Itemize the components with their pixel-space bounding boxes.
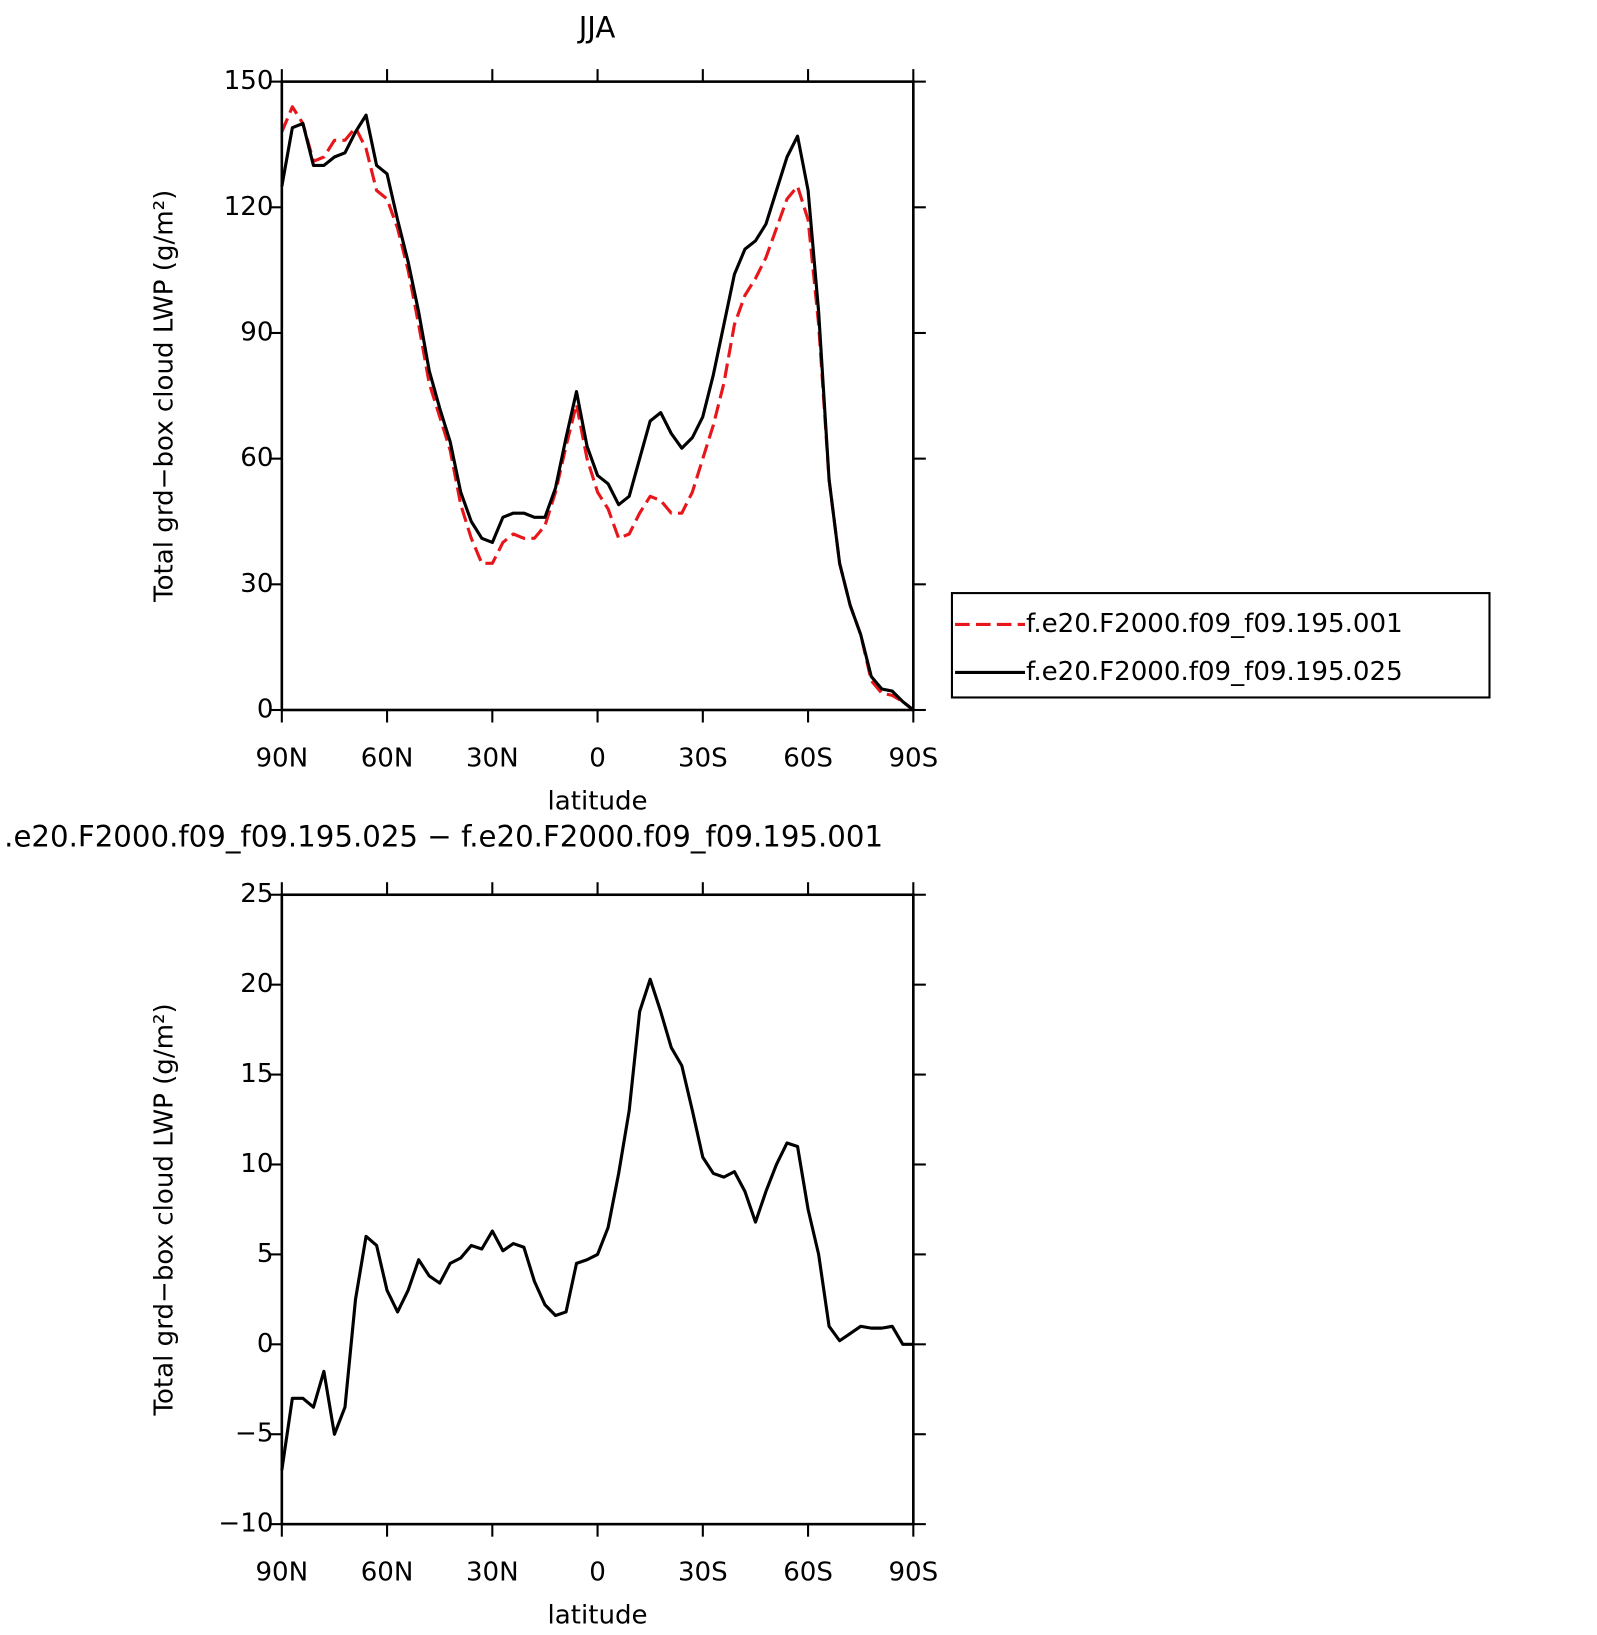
y-tick-label: 30: [240, 569, 273, 599]
chart-title: JJA: [577, 10, 616, 44]
y-axis-label: Total grd−box cloud LWP (g/m²): [149, 190, 179, 603]
x-tick-label: 30S: [678, 744, 728, 774]
x-tick-label: 30N: [466, 1558, 519, 1588]
y-tick-label: 0: [257, 694, 274, 724]
data-line: [280, 977, 914, 1471]
x-tick-label: 60S: [783, 744, 833, 774]
x-tick-label: 60S: [783, 1558, 833, 1588]
y-tick-label: 5: [257, 1239, 274, 1269]
y-tick-label: 60: [240, 443, 273, 473]
y-axis-label: Total grd−box cloud LWP (g/m²): [149, 1003, 179, 1416]
legend-label: f.e20.F2000.f09_f09.195.025: [1026, 657, 1403, 687]
y-tick-label: 0: [257, 1329, 274, 1359]
x-tick-label: 0: [589, 1558, 606, 1588]
y-tick-label: 120: [224, 192, 274, 222]
x-tick-label: 60N: [361, 744, 414, 774]
x-tick-label: 30N: [466, 744, 519, 774]
x-tick-label: 90S: [888, 1558, 938, 1588]
y-tick-label: 20: [240, 969, 273, 999]
x-tick-label: 0: [589, 744, 606, 774]
x-axis-label: latitude: [548, 1601, 648, 1631]
y-tick-label: 10: [240, 1149, 273, 1179]
legend-label: f.e20.F2000.f09_f09.195.001: [1026, 609, 1403, 639]
x-axis-label: latitude: [548, 786, 648, 816]
y-tick-label: −5: [235, 1419, 273, 1449]
y-tick-label: 150: [224, 66, 274, 96]
x-tick-label: 60N: [361, 1558, 414, 1588]
data-line: [280, 113, 915, 712]
y-tick-label: 15: [240, 1059, 273, 1089]
x-tick-label: 90S: [888, 744, 938, 774]
y-tick-label: −10: [218, 1509, 273, 1539]
x-tick-label: 30S: [678, 1558, 728, 1588]
y-tick-label: 25: [240, 879, 273, 909]
chart-title: .e20.F2000.f09_f09.195.025 − f.e20.F2000…: [4, 819, 883, 853]
y-tick-label: 90: [240, 317, 273, 347]
plot-frame: [280, 80, 915, 712]
data-line: [280, 105, 915, 712]
x-tick-label: 90N: [255, 1558, 308, 1588]
plot-frame: [280, 893, 915, 1526]
legend-box: [950, 592, 1491, 699]
x-tick-label: 90N: [255, 744, 308, 774]
